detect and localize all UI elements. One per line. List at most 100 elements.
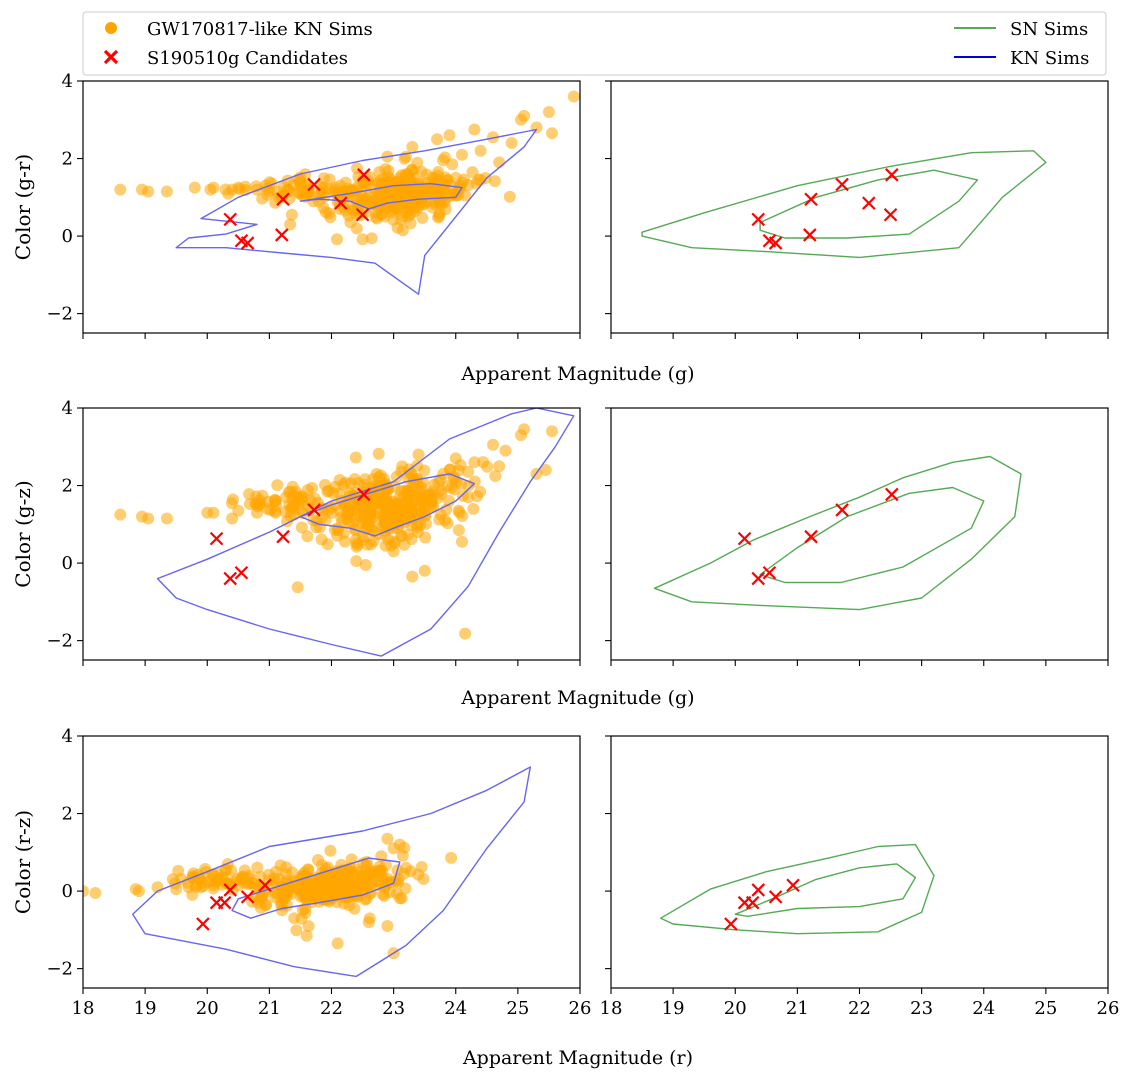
kn-sim-point	[518, 423, 531, 436]
x-tick-label: 24	[444, 998, 467, 1019]
x-tick-label: 23	[910, 998, 933, 1019]
kn-sim-point	[302, 864, 315, 876]
plot-area	[660, 843, 935, 935]
kn-sim-point	[262, 868, 275, 881]
kn-sim-point	[355, 865, 368, 878]
kn-sim-point	[503, 190, 516, 203]
kn-sim-point	[282, 183, 294, 196]
kn-sim-point	[381, 920, 394, 932]
y-axis-label-row2: Color (g-z)	[11, 480, 35, 587]
kn-sim-point	[288, 508, 301, 521]
kn-sim-point	[420, 168, 433, 181]
candidate-marker	[737, 531, 752, 546]
x-tick-label: 26	[1097, 998, 1120, 1019]
kn-sim-point	[160, 512, 173, 525]
kn-sim-point	[302, 920, 315, 933]
kn-contour-2	[132, 766, 531, 978]
kn-sim-point	[365, 523, 378, 536]
kn-sim-point	[284, 218, 297, 231]
axes-frame	[610, 735, 1109, 989]
candidate-marker	[835, 503, 849, 517]
candidate-marker	[745, 895, 760, 910]
kn-sim-point	[331, 233, 343, 246]
kn-sim-point	[406, 140, 419, 153]
kn-sim-point	[416, 196, 428, 209]
kn-sim-point	[251, 506, 263, 519]
kn-sim-point	[546, 127, 558, 140]
y-tick-label: 2	[62, 476, 73, 497]
y-tick-label: 4	[62, 398, 73, 419]
kn-sim-point	[456, 148, 468, 161]
kn-sim-point	[453, 506, 466, 519]
kn-sim-point	[314, 187, 327, 200]
kn-sim-point	[380, 513, 393, 526]
kn-sim-point	[414, 500, 427, 513]
kn-sim-point	[487, 438, 499, 451]
kn-sim-point	[251, 861, 264, 874]
kn-sim-point	[291, 581, 304, 594]
candidate-marker	[885, 168, 899, 182]
kn-sim-point	[232, 181, 245, 194]
candidate-marker	[258, 878, 272, 893]
kn-sim-point	[310, 871, 323, 884]
kn-sim-point	[343, 899, 356, 912]
candidate-marker	[768, 236, 783, 250]
candidate-marker	[240, 236, 255, 250]
kn-sim-point	[339, 476, 352, 489]
kn-sim-point	[302, 879, 315, 891]
kn-sim-point	[474, 144, 487, 157]
kn-sim-point	[362, 916, 375, 929]
candidate-marker	[724, 917, 738, 931]
candidate-marker	[804, 192, 818, 207]
panel-r1-c1: −2 0 2 4	[46, 71, 581, 339]
kn-sim-point	[269, 506, 282, 519]
kn-sim-point	[385, 504, 398, 517]
sn-contour-1	[734, 863, 917, 917]
kn-sim-point	[395, 213, 407, 226]
kn-sim-point	[89, 887, 102, 899]
x-tick-label: 26	[569, 998, 592, 1019]
kn-sim-point	[488, 175, 501, 188]
x-tick-label: 22	[848, 998, 871, 1019]
kn-sim-point	[349, 451, 362, 464]
kn-sim-point	[326, 875, 339, 888]
kn-sim-point	[499, 444, 512, 457]
kn-sim-point	[114, 183, 127, 196]
kn-sim-point	[243, 488, 256, 501]
kn-sim-point	[232, 504, 245, 517]
plot-area	[114, 408, 575, 657]
kn-sim-point	[114, 508, 127, 521]
axes-frame	[610, 80, 1109, 334]
axes-frame	[610, 407, 1109, 661]
kn-sim-point	[271, 479, 284, 492]
kn-sim-point	[372, 447, 385, 460]
kn-sim-point	[396, 224, 409, 237]
x-tick-label: 23	[382, 998, 405, 1019]
candidate-marker	[751, 212, 766, 227]
kn-sim-point	[306, 482, 319, 494]
kn-sim-point	[443, 129, 456, 142]
kn-sim-point	[356, 233, 369, 246]
kn-sim-point	[405, 181, 418, 194]
x-tick-label: 25	[1034, 998, 1057, 1019]
panel-r3-c2: 18 19 20 21 22 23 24 25 26	[600, 735, 1120, 1019]
candidate-marker	[307, 177, 321, 192]
kn-sim-point	[280, 868, 293, 881]
legend-marker-kn-sims	[105, 22, 117, 34]
x-tick-label: 21	[786, 998, 809, 1019]
kn-sim-point	[331, 937, 344, 950]
y-tick-label: 0	[62, 553, 73, 574]
kn-sim-point	[170, 883, 183, 896]
kn-sim-point	[489, 470, 502, 482]
y-tick-label: −2	[46, 304, 73, 325]
kn-sim-point	[343, 490, 356, 503]
kn-contour-1	[299, 183, 463, 210]
kn-sim-point	[456, 535, 468, 548]
kn-sim-point	[363, 189, 376, 202]
kn-sim-point	[371, 176, 384, 189]
kn-sim-point	[539, 464, 552, 476]
x-tick-label: 18	[72, 998, 95, 1019]
kn-sim-point	[431, 133, 444, 146]
candidate-marker	[804, 529, 818, 544]
y-tick-label: −2	[46, 959, 73, 980]
